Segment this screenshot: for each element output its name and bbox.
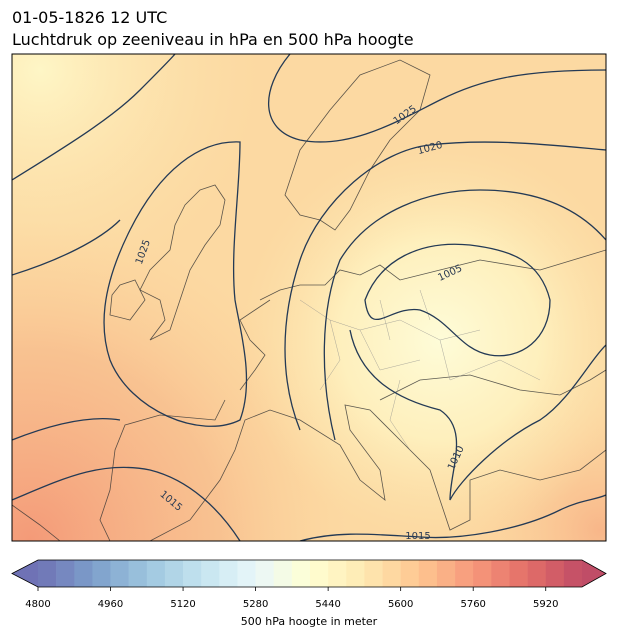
contour-label: 1015 [405, 531, 430, 542]
coastline [109, 279, 146, 321]
isobar [103, 141, 248, 427]
colorbar-cell [509, 560, 528, 587]
colorbar-cell [382, 560, 401, 587]
subtitle: Luchtdruk op zeeniveau in hPa en 500 hPa… [12, 30, 414, 49]
colorbar-extend-low [12, 560, 38, 587]
colorbar-tick-label: 5920 [533, 599, 558, 610]
colorbar-cell [74, 560, 93, 587]
isobar [323, 189, 606, 441]
colorbar-cell [255, 560, 275, 587]
coastline [99, 399, 606, 541]
coastline [259, 249, 606, 301]
colorbar-cell [146, 560, 166, 587]
colorbar-cell [237, 560, 256, 587]
colorbar-cell [328, 560, 347, 587]
map-frame [11, 53, 607, 542]
colorbar-cell [418, 560, 438, 587]
coastline [379, 369, 606, 401]
colorbar-cell [183, 560, 202, 587]
colorbar-tick-label: 4960 [98, 599, 123, 610]
isobar [299, 494, 606, 541]
colorbar-cell [273, 560, 293, 587]
colorbar-outline [11, 559, 607, 588]
colorbar-cell [455, 560, 474, 587]
colorbar-cell [346, 560, 365, 587]
colorbar-cell [219, 560, 238, 587]
colorbar-tick-label: 5120 [170, 599, 195, 610]
colorbar-cell [364, 560, 383, 587]
map-area: 1025 1020 1005 1025 1015 1010 1015 [12, 54, 606, 542]
colorbar-cell [56, 560, 75, 587]
colorbar-cell [38, 560, 57, 587]
isobar [12, 466, 241, 541]
colorbar-cell [527, 560, 547, 587]
isobar [12, 418, 121, 441]
colorbar-cell [545, 560, 565, 587]
colorbar-cell [436, 560, 456, 587]
colorbar-cell [92, 560, 111, 587]
colorbar: 4800 4960 5120 5280 5440 5600 5760 5920 500 hPa … [11, 559, 607, 628]
isobar [364, 243, 551, 357]
colorbar-cell [473, 560, 492, 587]
colorbar-label: 500 hPa hoogte in meter [241, 615, 378, 628]
colorbar-tick-label: 5280 [243, 599, 268, 610]
colorbar-cell [110, 560, 129, 587]
colorbar-extend-high [582, 560, 606, 587]
isobar [12, 219, 121, 276]
isobar [349, 329, 606, 501]
colorbar-cell [491, 560, 510, 587]
colorbar-tick-label: 4800 [25, 599, 50, 610]
colorbar-cell [310, 560, 329, 587]
colorbar-cell [164, 560, 184, 587]
coastline [284, 59, 431, 231]
coastline [12, 504, 61, 541]
isobar [12, 54, 176, 181]
coastline [139, 184, 226, 341]
title: 01-05-1826 12 UTC [12, 8, 168, 27]
coastline [239, 299, 271, 391]
country-border [299, 289, 541, 451]
isobar [284, 141, 606, 431]
colorbar-tick-label: 5760 [460, 599, 485, 610]
colorbar-cell [201, 560, 220, 587]
colorbar-cell [128, 560, 148, 587]
colorbar-cell [400, 560, 420, 587]
colorbar-cell [291, 560, 311, 587]
colorbar-tick-label: 5440 [315, 599, 340, 610]
isobar [268, 54, 606, 143]
colorbar-tick-label: 5600 [388, 599, 413, 610]
colorbar-cell [563, 560, 583, 587]
